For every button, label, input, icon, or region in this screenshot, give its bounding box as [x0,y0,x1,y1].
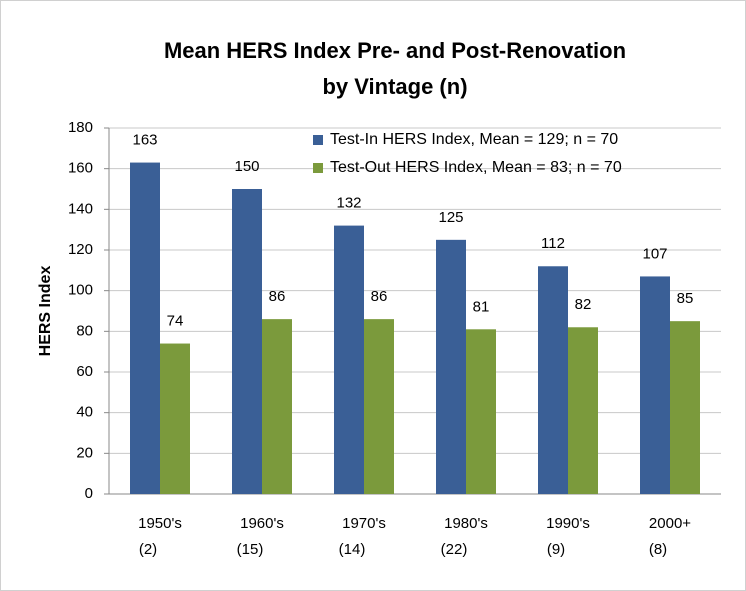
data-label: 150 [234,158,259,175]
x-tick-label: 1950's [138,515,182,532]
data-label: 112 [541,235,565,252]
bar [364,319,394,494]
y-tick-label: 100 [68,282,93,299]
bar [670,321,700,494]
x-tick-label: 2000+ [649,515,691,532]
bar [538,266,568,494]
x-tick-note: (2) [139,541,157,558]
x-tick-note: (22) [441,541,468,558]
x-tick-note: (15) [237,541,264,558]
data-label: 74 [167,313,184,330]
bar [334,225,364,494]
legend-label: Test-In HERS Index, Mean = 129; n = 70 [330,131,618,148]
legend-label: Test-Out HERS Index, Mean = 83; n = 70 [330,159,622,176]
bar [232,189,262,494]
x-tick-note: (8) [649,541,667,558]
data-label: 86 [371,288,388,305]
y-tick-label: 0 [85,485,93,502]
y-tick-label: 120 [68,241,93,258]
legend-swatch [313,135,323,145]
bar [640,276,670,494]
bar [436,239,466,494]
data-label: 86 [269,288,286,305]
x-tick-note: (9) [547,541,565,558]
y-axis-title: HERS Index [37,266,54,357]
x-tick-label: 1970's [342,515,386,532]
bar [262,319,292,494]
bar [160,343,190,494]
y-tick-label: 180 [68,119,93,136]
y-tick-label: 20 [76,444,93,461]
data-label: 163 [132,132,157,149]
chart-title: Mean HERS Index Pre- and Post-Renovation [164,38,626,63]
data-label: 81 [473,298,490,315]
bar [568,327,598,494]
y-tick-label: 80 [76,322,93,339]
legend-swatch [313,163,323,173]
data-label: 107 [642,245,667,262]
y-tick-label: 140 [68,200,93,217]
chart-title: by Vintage (n) [322,74,467,99]
x-tick-label: 1960's [240,515,284,532]
x-tick-label: 1980's [444,515,488,532]
data-label: 85 [677,290,694,307]
bar [130,162,160,495]
y-tick-label: 40 [76,404,93,421]
y-tick-label: 60 [76,363,93,380]
x-tick-note: (14) [339,541,366,558]
x-tick-label: 1990's [546,515,590,532]
data-label: 132 [336,195,361,212]
y-tick-label: 160 [68,160,93,177]
data-label: 125 [438,209,463,226]
data-label: 82 [575,296,592,313]
bar [466,329,496,494]
